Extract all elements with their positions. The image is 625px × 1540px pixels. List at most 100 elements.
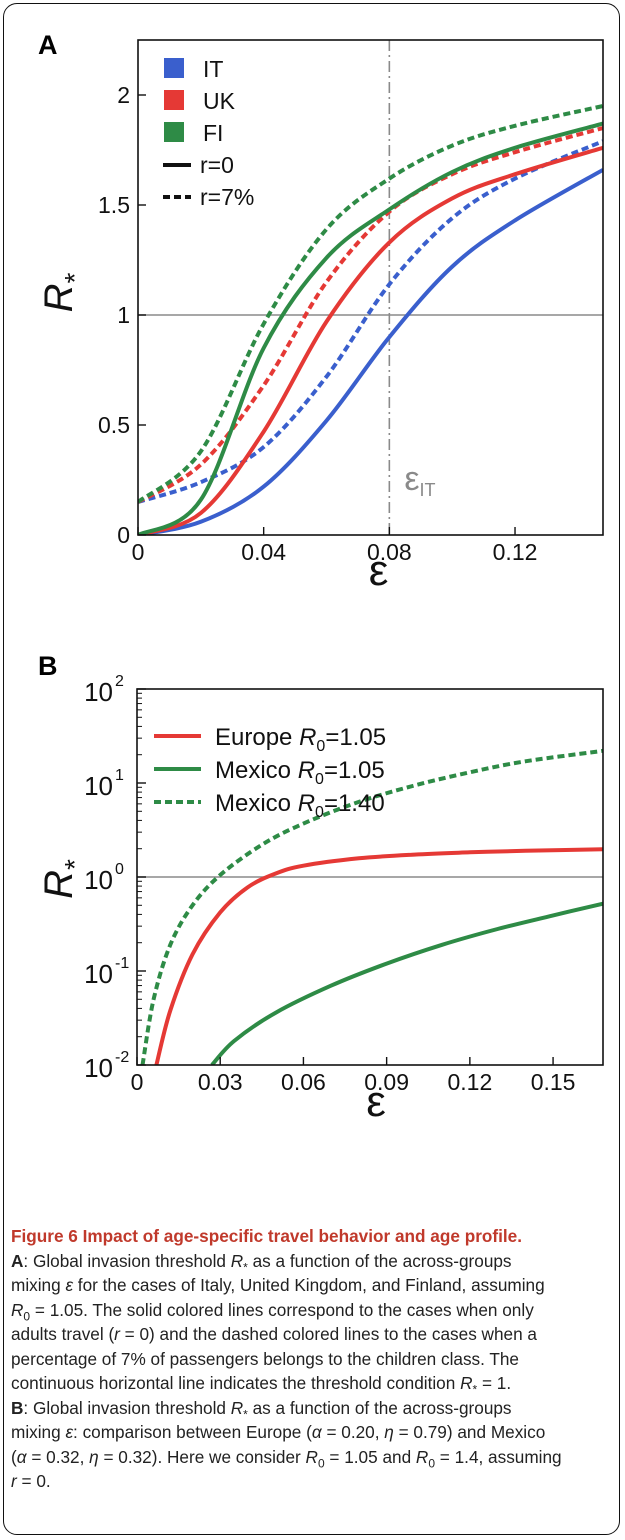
caption-text: ε <box>65 1422 74 1442</box>
x-tick-label: 0.12 <box>493 539 538 565</box>
caption-text: : Global invasion threshold <box>23 1250 231 1271</box>
caption-text: 0 <box>317 1455 325 1470</box>
caption-line: r = 0. <box>11 1469 611 1494</box>
x-tick-label: 0.08 <box>367 539 412 565</box>
caption-text: continuous horizontal line indicates the… <box>11 1373 461 1393</box>
caption-text: * <box>243 1406 248 1421</box>
caption-body: A: Global invasion threshold R* as a fun… <box>11 1249 611 1494</box>
y-tick-exponent: -2 <box>115 1049 129 1066</box>
caption-text: adults travel ( <box>11 1324 115 1344</box>
legend-label-fi: FI <box>203 120 223 146</box>
caption-panel-ref: A <box>11 1250 24 1271</box>
caption-text: = 1.05. The solid colored lines correspo… <box>30 1299 534 1320</box>
caption-text: = 1. <box>477 1373 512 1393</box>
figure-caption: Figure 6 Impact of age-specific travel b… <box>11 1224 611 1494</box>
legend-label-1: Europe R0=1.05 <box>215 724 386 755</box>
series-line-mexico-140 <box>140 748 603 1065</box>
legend-label-2: Mexico R0=1.05 <box>215 757 385 788</box>
caption-text: ( <box>11 1446 17 1467</box>
caption-text: η <box>384 1422 394 1442</box>
panel-a-label: A <box>38 30 58 60</box>
x-axis-label: ε <box>369 546 389 595</box>
caption-text: = 0.32). Here we consider <box>98 1446 306 1467</box>
y-tick-exponent: 2 <box>115 673 124 690</box>
x-tick-label: 0.12 <box>447 1069 492 1095</box>
series-line-fi-r0 <box>138 121 603 535</box>
plot-frame <box>137 39 604 536</box>
caption-text: mixing <box>11 1275 66 1295</box>
epsilon-it-label: εIT <box>404 460 435 500</box>
caption-line: percentage of 7% of passengers belongs t… <box>11 1347 611 1372</box>
caption-title: Figure 6 Impact of age-specific travel b… <box>11 1226 522 1246</box>
caption-text: R <box>460 1373 473 1393</box>
caption-line: A: Global invasion threshold R* as a fun… <box>11 1249 611 1274</box>
y-tick-label: 0.5 <box>98 412 130 438</box>
caption-text: * <box>243 1259 248 1274</box>
caption-text: 0 <box>23 1308 31 1323</box>
caption-text: R <box>230 1250 244 1271</box>
caption-text: r <box>11 1471 17 1491</box>
series-line-it-r0 <box>138 168 603 535</box>
figure-frame <box>3 3 620 1535</box>
y-tick-label: 0 <box>117 522 130 548</box>
legend-label-3: Mexico R0=1.40 <box>215 790 385 821</box>
caption-text: mixing <box>11 1422 66 1442</box>
caption-text: R <box>415 1446 429 1467</box>
panel-a-chart: 0 0.5 1 1.5 2 0 0.04 0.08 0.12 R* ε εIT IT UK FI r=0 r=7… <box>37 39 604 595</box>
legend-label-dashed: r=7% <box>200 184 254 210</box>
y-tick-exponent: 0 <box>115 861 124 878</box>
x-tick-label: 0.09 <box>364 1069 409 1095</box>
x-tick-label: 0.06 <box>281 1069 326 1095</box>
caption-text: percentage of 7% of passengers belongs t… <box>11 1348 519 1369</box>
caption-line: continuous horizontal line indicates the… <box>11 1371 611 1396</box>
y-axis-label: R* <box>37 859 90 899</box>
caption-text: = 1.4, assuming <box>435 1446 562 1467</box>
legend-swatch-fi <box>164 122 184 142</box>
x-axis-label: ε <box>366 1077 386 1126</box>
y-tick-label: 2 <box>117 82 130 108</box>
caption-text: r <box>114 1324 120 1344</box>
panel-b-label: B <box>38 651 58 681</box>
caption-text: R <box>305 1446 318 1467</box>
caption-line: adults travel (r = 0) and the dashed col… <box>11 1322 611 1347</box>
caption-text: * <box>472 1382 478 1397</box>
y-tick-label: 10 <box>84 959 113 989</box>
caption-text: 0 <box>428 1455 436 1470</box>
series-line-mexico-105 <box>210 901 603 1065</box>
caption-text: R <box>230 1397 244 1418</box>
caption-text: : comparison between Europe ( <box>73 1422 312 1442</box>
caption-text: = 0) and the dashed colored lines to the… <box>119 1324 537 1344</box>
x-tick-label: 0 <box>132 539 145 565</box>
caption-line: B: Global invasion threshold R* as a fun… <box>11 1396 611 1421</box>
caption-text: as a function of the across-groups <box>247 1250 512 1271</box>
y-tick-label: 1.5 <box>98 192 130 218</box>
y-axis-label: R* <box>37 273 90 313</box>
y-tick-label: 10 <box>84 771 113 801</box>
series-line-europe-105 <box>154 847 603 1065</box>
legend-swatch-uk <box>164 90 184 110</box>
series-line-uk-r7 <box>138 126 603 504</box>
caption-text: = 1.05 and <box>324 1446 416 1467</box>
caption-text: α <box>311 1422 322 1442</box>
x-tick-label: 0.03 <box>198 1069 243 1095</box>
caption-line: mixing ε: comparison between Europe (α =… <box>11 1420 611 1445</box>
caption-text: for the cases of Italy, United Kingdom, … <box>73 1275 545 1295</box>
series-line-fi-r7 <box>138 104 603 504</box>
caption-text: α <box>16 1446 27 1467</box>
series-line-uk-r0 <box>138 145 603 535</box>
caption-text: η <box>89 1446 99 1467</box>
caption-panel-ref: B <box>11 1397 24 1418</box>
y-tick-label: 10 <box>84 677 113 707</box>
caption-text: ε <box>65 1275 74 1295</box>
caption-line: (α = 0.32, η = 0.32). Here we consider R… <box>11 1445 611 1470</box>
caption-line: mixing ε for the cases of Italy, United … <box>11 1273 611 1298</box>
x-tick-label: 0 <box>131 1069 144 1095</box>
caption-text: : Global invasion threshold <box>23 1397 231 1418</box>
x-tick-label: 0.04 <box>241 539 286 565</box>
legend-swatch-it <box>164 58 184 78</box>
caption-text: R <box>11 1299 24 1320</box>
caption-text: = 0.32, <box>26 1446 90 1467</box>
legend-label-solid: r=0 <box>200 152 234 178</box>
caption-text: = 0.79) and Mexico <box>393 1422 546 1442</box>
legend-label-it: IT <box>203 56 223 82</box>
